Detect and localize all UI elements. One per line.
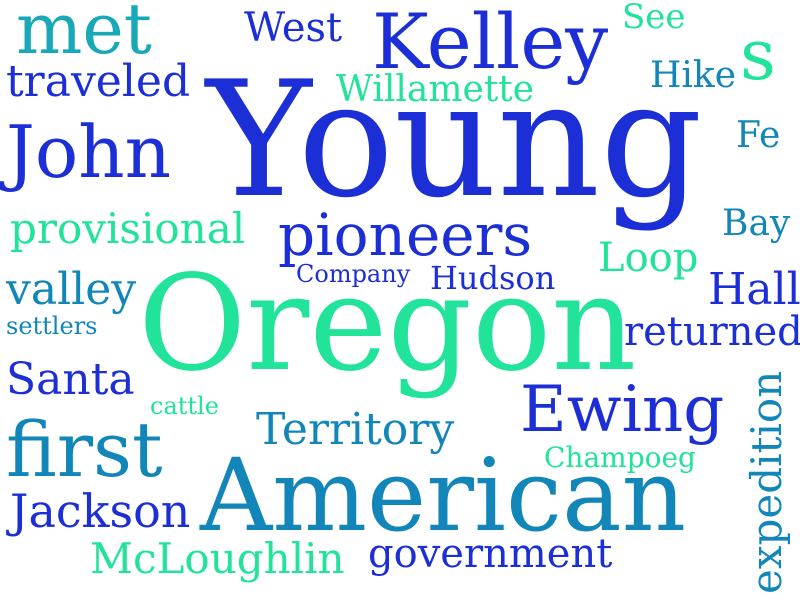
- word-hudson: Hudson: [430, 259, 556, 297]
- word-ewing: Ewing: [520, 373, 725, 447]
- word-expedition: expedition: [742, 370, 791, 594]
- word-west: West: [244, 5, 343, 51]
- word-government: government: [368, 531, 613, 577]
- word-santa: Santa: [6, 354, 135, 405]
- word-mcloughlin: McLoughlin: [90, 534, 345, 583]
- word-kelley: Kelley: [372, 0, 609, 86]
- word-first: first: [6, 405, 163, 494]
- word-territory: Territory: [256, 404, 455, 455]
- word-john: John: [6, 110, 171, 194]
- word-s: s: [740, 14, 776, 96]
- word-american: American: [200, 437, 687, 554]
- word-loop: Loop: [598, 235, 699, 281]
- word-returned: returned: [624, 309, 800, 355]
- word-valley: valley: [6, 264, 137, 315]
- word-champoeg: Champoeg: [544, 441, 696, 474]
- word-company: Company: [296, 260, 411, 288]
- word-willamette: Willamette: [336, 69, 535, 110]
- word-pioneers: pioneers: [278, 201, 533, 269]
- word-provisional: provisional: [10, 204, 246, 253]
- word-settlers: settlers: [6, 312, 98, 340]
- word-cattle: cattle: [150, 392, 219, 420]
- word-fe: Fe: [736, 115, 781, 156]
- word-hike: Hike: [650, 55, 737, 96]
- word-traveled: traveled: [6, 56, 191, 107]
- word-hall: Hall: [708, 264, 800, 315]
- word-oregon: Oregon: [138, 247, 637, 401]
- word-met: met: [16, 0, 152, 70]
- word-jackson: Jackson: [10, 484, 191, 538]
- word-bay: Bay: [722, 203, 791, 244]
- word-young: Young: [206, 46, 703, 233]
- word-see: See: [622, 0, 686, 37]
